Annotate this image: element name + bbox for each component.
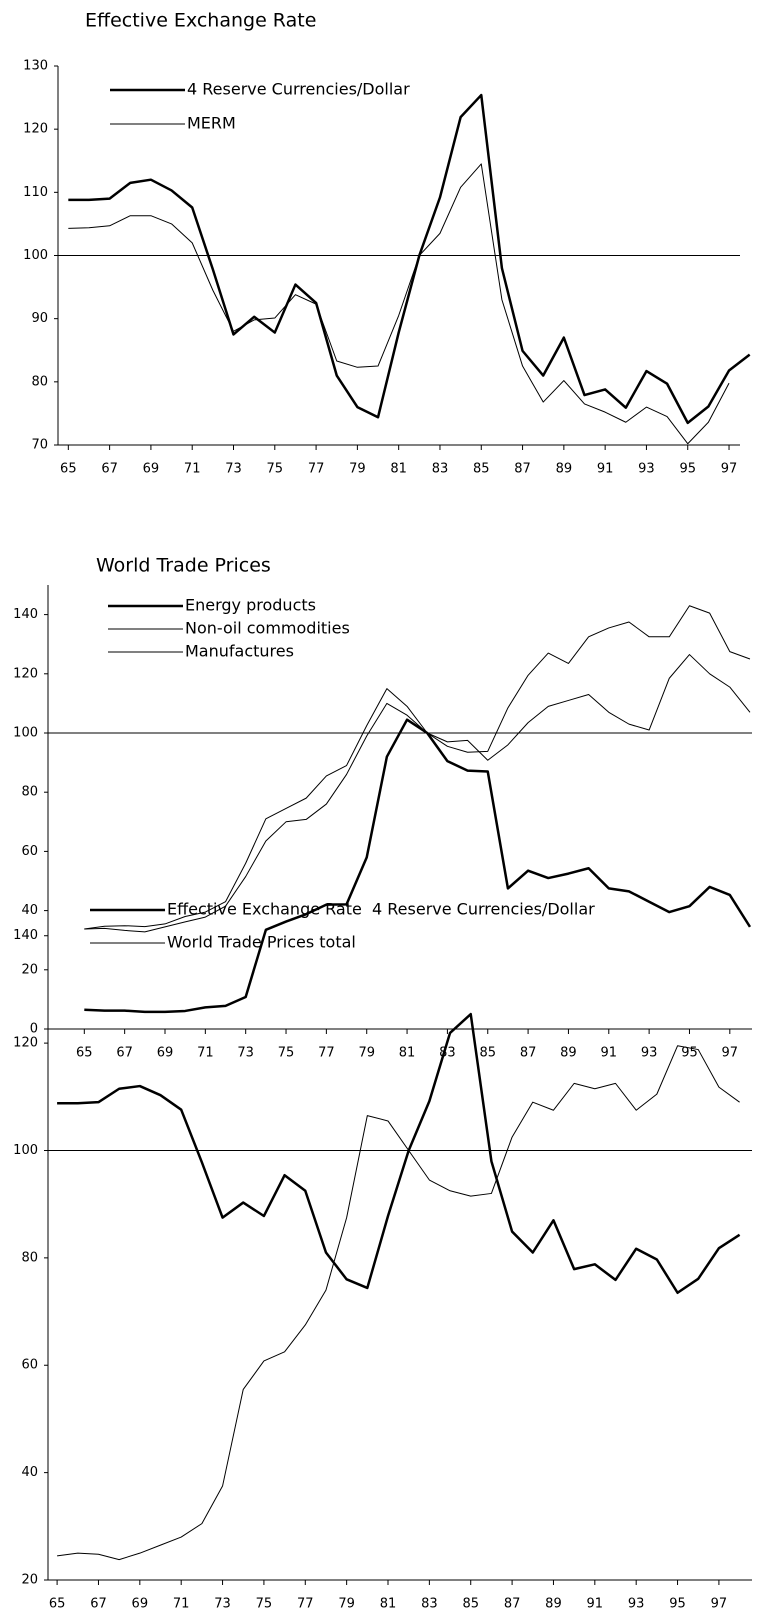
x-tick-label: 75 (278, 1046, 295, 1061)
x-tick-label: 95 (669, 1597, 686, 1612)
x-tick-label: 97 (711, 1597, 728, 1612)
x-tick-label: 79 (349, 462, 366, 477)
x-tick-label: 77 (308, 462, 325, 477)
x-tick-label: 93 (628, 1597, 645, 1612)
y-tick-label: 100 (23, 248, 48, 263)
x-tick-label: 75 (256, 1597, 273, 1612)
x-tick-label: 89 (560, 1046, 577, 1061)
y-tick-label: 60 (21, 844, 38, 859)
y-tick-label: 0 (30, 1022, 38, 1037)
x-tick-label: 79 (338, 1597, 355, 1612)
x-tick-label: 91 (587, 1597, 604, 1612)
x-tick-label: 95 (679, 462, 696, 477)
series-line (57, 1045, 740, 1561)
y-tick-label: 80 (31, 374, 48, 389)
x-tick-label: 91 (601, 1046, 618, 1061)
x-tick-label: 87 (504, 1597, 521, 1612)
y-tick-label: 40 (21, 903, 38, 918)
y-tick-label: 120 (23, 122, 48, 137)
x-tick-label: 65 (76, 1046, 93, 1061)
x-tick-label: 81 (399, 1046, 416, 1061)
y-tick-label: 20 (21, 1573, 38, 1588)
legend-label: Energy products (185, 596, 316, 615)
x-tick-label: 85 (479, 1046, 496, 1061)
y-tick-label: 80 (21, 1250, 38, 1265)
legend-label: World Trade Prices total (167, 933, 356, 952)
x-tick-label: 83 (432, 462, 449, 477)
legend-label: Effective Exchange Rate 4 Reserve Curren… (167, 900, 595, 919)
series-line (68, 93, 751, 425)
y-tick-label: 120 (13, 1036, 38, 1051)
x-tick-label: 85 (473, 462, 490, 477)
x-tick-label: 65 (49, 1597, 66, 1612)
y-tick-label: 60 (21, 1358, 38, 1373)
y-tick-label: 80 (21, 785, 38, 800)
x-tick-label: 97 (722, 1046, 739, 1061)
x-tick-label: 77 (297, 1597, 314, 1612)
legend-label: 4 Reserve Currencies/Dollar (187, 80, 410, 99)
x-tick-label: 71 (173, 1597, 190, 1612)
x-tick-label: 91 (597, 462, 614, 477)
y-tick-label: 20 (21, 962, 38, 977)
x-tick-label: 89 (545, 1597, 562, 1612)
y-tick-label: 70 (31, 438, 48, 453)
series-line (84, 605, 751, 933)
x-tick-label: 67 (101, 462, 118, 477)
x-tick-label: 65 (60, 462, 77, 477)
x-tick-label: 81 (380, 1597, 397, 1612)
y-tick-label: 110 (23, 185, 48, 200)
y-tick-label: 40 (21, 1465, 38, 1480)
y-tick-label: 90 (31, 311, 48, 326)
x-tick-label: 71 (184, 462, 201, 477)
x-tick-label: 79 (358, 1046, 375, 1061)
y-tick-label: 130 (23, 59, 48, 74)
x-tick-label: 73 (214, 1597, 231, 1612)
x-tick-label: 73 (237, 1046, 254, 1061)
x-tick-label: 97 (721, 462, 738, 477)
legend-label: Non-oil commodities (185, 619, 350, 638)
x-tick-label: 95 (681, 1046, 698, 1061)
y-tick-label: 120 (13, 666, 38, 681)
chart-title: Effective Exchange Rate (85, 10, 316, 32)
series-line (57, 1012, 741, 1295)
x-tick-label: 69 (157, 1046, 174, 1061)
y-tick-label: 140 (13, 928, 38, 943)
series-line (84, 654, 751, 930)
x-tick-label: 93 (638, 462, 655, 477)
x-tick-label: 69 (132, 1597, 149, 1612)
x-tick-label: 73 (225, 462, 242, 477)
x-tick-label: 87 (520, 1046, 537, 1061)
x-tick-label: 67 (90, 1597, 107, 1612)
x-tick-label: 85 (462, 1597, 479, 1612)
x-tick-label: 89 (556, 462, 573, 477)
legend-label: MERM (187, 114, 236, 133)
x-tick-label: 87 (514, 462, 531, 477)
x-tick-label: 67 (116, 1046, 133, 1061)
y-tick-label: 140 (13, 607, 38, 622)
x-tick-label: 93 (641, 1046, 658, 1061)
series-line (84, 718, 752, 1014)
x-tick-label: 69 (143, 462, 160, 477)
x-tick-label: 83 (421, 1597, 438, 1612)
x-tick-label: 75 (267, 462, 284, 477)
y-tick-label: 100 (13, 1143, 38, 1158)
chart-title: World Trade Prices (96, 555, 271, 577)
legend-label: Manufactures (185, 642, 294, 661)
x-tick-label: 81 (390, 462, 407, 477)
x-tick-label: 71 (197, 1046, 214, 1061)
series-line (68, 163, 730, 445)
y-tick-label: 100 (13, 726, 38, 741)
x-tick-label: 77 (318, 1046, 335, 1061)
